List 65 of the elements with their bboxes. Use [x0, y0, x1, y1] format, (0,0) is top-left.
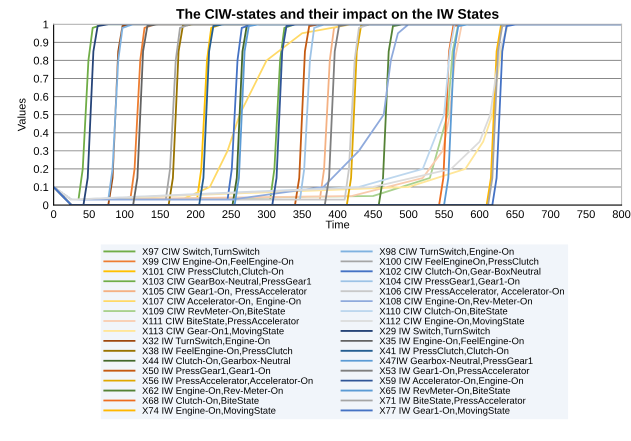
legend-label: X99 CIW Engine-On,FeelEngine-On	[142, 258, 294, 267]
y-tick-label: 0.3	[34, 147, 48, 155]
x-tick-label: 400	[328, 210, 346, 218]
legend-label: X109 CIW RevMeter-On,BiteState	[142, 308, 285, 316]
legend-label: X104 CIW PressGear1,Gear1-On	[380, 278, 520, 286]
legend-label: X102 CIW Clutch-On,Gear-BoxNeutral	[380, 268, 540, 276]
x-tick-label: 500	[400, 210, 418, 218]
legend-label: X47IW Gearbox-Neutral,PressGear1	[380, 357, 533, 366]
y-tick-label: 0.1	[34, 183, 48, 192]
legend-label: X101 CIW PressClutch,Clutch-On	[142, 268, 284, 276]
legend-label: X111 CIW BiteState,PressAccelerator	[142, 317, 300, 326]
x-tick-label: 550	[435, 210, 453, 218]
y-tick-label: 0.9	[34, 38, 48, 46]
y-tick-label: 0	[43, 201, 48, 210]
legend-label: X41 IW PressClutch,Clutch-On	[380, 347, 508, 356]
legend-label: X53 IW Gear1-On,PressAccelerator	[380, 367, 530, 376]
legend-label: X107 CIW Accelerator-On, Engine-On	[142, 298, 301, 306]
x-tick-label: 300	[258, 210, 276, 218]
legend-label: X97 CIW Switch,TurnSwitch	[142, 248, 260, 256]
legend-label: X103 CIW GearBox-Neutral,PressGear1	[142, 278, 312, 286]
y-tick-label: 0.4	[34, 129, 48, 137]
legend-label: X38 IW FeelEngine-On,PressClutch	[142, 347, 292, 356]
x-tick-label: 700	[542, 210, 560, 218]
x-tick-label: 0	[50, 210, 56, 218]
legend-label: X77 IW Gear1-On,MovingState	[380, 406, 510, 416]
y-tick-label: 0.8	[34, 56, 48, 65]
legend-label: X44 IW Clutch-On,Gearbox-Neutral	[142, 357, 290, 366]
legend-label: X68 IW Clutch-On,BiteState	[142, 396, 259, 406]
legend-label: X105 CIW Gear1-On, PressAccelerator	[142, 288, 307, 296]
legend-label: X71 IW BiteState,PressAccelerator	[380, 396, 526, 406]
y-tick-label: 1	[43, 20, 48, 28]
legend-label: X65 IW RevMeter-On,BiteState	[380, 387, 510, 396]
legend-label: X108 CIW Engine-On,Rev-Meter-On	[380, 298, 532, 306]
legend-label: X100 CIW FeelEngineOn,PressClutch	[380, 258, 538, 267]
legend-label: X29 IW Switch,TurnSwitch	[380, 327, 490, 336]
x-tick-label: 350	[293, 210, 311, 218]
y-axis-title: Values	[17, 98, 26, 132]
x-tick-label: 650	[506, 210, 524, 218]
legend-label: X62 IW Engine-On,Rev-Meter-On	[142, 387, 283, 396]
x-tick-label: 50	[83, 210, 95, 218]
y-tick-label: 0.7	[34, 74, 48, 83]
y-tick-label: 0.2	[34, 165, 48, 174]
legend-label: X106 CIW PressAccelerator, Accelerator-On	[380, 288, 564, 296]
x-tick-label: 100	[116, 210, 134, 218]
y-tick-label: 0.6	[34, 92, 48, 101]
x-tick-label: 800	[612, 210, 630, 218]
legend-label: X56 IW PressAccelerator,Accelerator-On	[142, 377, 313, 386]
legend-label: X112 CIW Engine-On,MovingState	[380, 317, 524, 326]
x-tick-label: 250	[222, 210, 240, 218]
legend-label: X50 IW PressGear1,Gear1-On	[142, 367, 270, 376]
y-tick-label: 0.5	[34, 110, 48, 119]
x-tick-label: 750	[577, 210, 595, 218]
x-tick-label: 600	[470, 210, 488, 218]
legend-label: X113 CIW Gear-On1,MovingState	[142, 327, 284, 336]
x-tick-label: 150	[152, 210, 169, 218]
x-tick-label: 200	[186, 210, 204, 218]
legend-label: X98 CIW TurnSwitch,Engine-On	[380, 248, 514, 257]
legend-label: X74 IW Engine-On,MovingState	[142, 406, 276, 416]
legend-label: X35 IW Engine-On,FeelEngine-On	[380, 337, 524, 346]
x-axis-title: Time	[326, 220, 350, 228]
legend-label: X59 IW Accelerator-On,Engine-On	[380, 377, 524, 386]
legend-label: X32 IW TurnSwitch,Engine-On	[142, 337, 270, 346]
chart-title: The CIW-states and their impact on the IW States	[176, 8, 499, 22]
legend-label: X110 CIW Clutch-On,BiteState	[380, 308, 508, 316]
x-tick-label: 450	[364, 210, 382, 218]
